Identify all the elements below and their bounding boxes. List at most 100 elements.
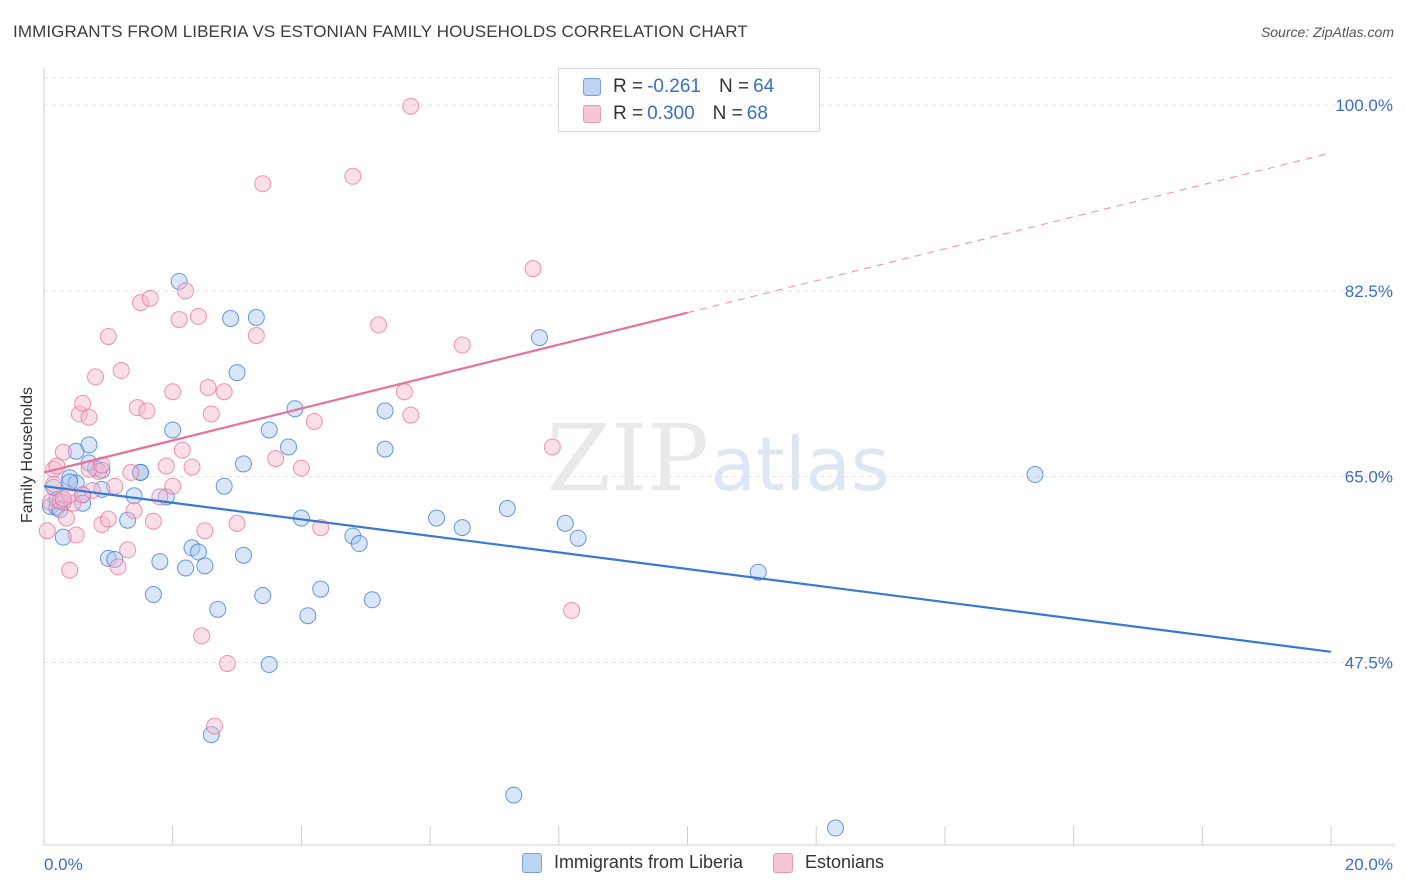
watermark-atlas: atlas [711,422,890,508]
legend-label-liberia: Immigrants from Liberia [553,852,743,872]
estonians-point [228,514,246,532]
estonians-point [67,526,85,544]
estonians-point [193,627,211,645]
legend-swatch-pink [583,105,601,123]
legend-swatch-blue [583,78,601,96]
legend-item-liberia[interactable]: Immigrants from Liberia [521,852,743,873]
legend-n-label: N = [718,76,750,97]
trend-line-liberia [43,485,1332,653]
estonians-point [199,379,217,397]
axes [43,68,1395,846]
estonians-point [80,408,98,426]
liberia-point [827,819,845,837]
estonians-point [86,368,104,386]
estonians-point [109,558,127,576]
legend-row-estonians: R = 0.300 N = 68 [583,102,768,126]
liberia-point [299,607,317,625]
legend-r-value: -0.261 [647,76,701,97]
estonians-point [177,282,195,300]
estonians-point [132,294,150,312]
liberia-point [41,497,59,515]
estonians-point [215,383,233,401]
legend-n-value: 64 [753,76,775,97]
liberia-point [312,580,330,598]
estonians-point [543,438,561,456]
y-tick-label: 65.0% [1345,468,1393,487]
estonians-point [54,443,72,461]
liberia-point [376,440,394,458]
liberia-point [144,585,162,603]
estonians-point [344,167,362,185]
estonians-point [305,412,323,430]
liberia-point [222,310,240,328]
liberia-point [453,519,471,537]
estonians-point [524,260,542,278]
liberia-point [177,559,195,577]
y-tick-label: 47.5% [1345,653,1393,672]
liberia-point [209,600,227,618]
series-estonians-points [38,97,581,735]
trend-line-estonians-extrapolated [687,152,1332,314]
liberia-point [505,786,523,804]
legend-n-value: 68 [746,103,768,124]
estonians-point [119,541,137,559]
estonians-point [563,601,581,619]
estonians-point [64,494,82,512]
liberia-point [54,528,72,546]
legend-r-label: R = [613,76,644,97]
estonians-point [312,519,330,537]
estonians-point [54,490,72,508]
legend-swatch-pink [773,852,793,873]
estonians-point [74,394,92,412]
liberia-point [498,500,516,518]
estonians-point [173,441,191,459]
estonians-point [61,561,79,579]
x-tick-label: 20.0% [1345,855,1393,874]
liberia-point [363,591,381,609]
estonians-point [164,477,182,495]
estonians-point [99,328,117,346]
liberia-point [151,553,169,571]
liberia-point [132,463,150,481]
y-tick-label: 82.5% [1345,282,1393,301]
legend-r-label: R = [613,103,644,124]
estonians-point [254,175,272,193]
liberia-point [376,402,394,420]
liberia-point [254,587,272,605]
liberia-point [530,329,548,347]
liberia-point [569,529,587,547]
x-ticks [43,826,1332,845]
estonians-point [189,307,207,325]
estonians-point [51,492,69,510]
estonians-point [70,405,88,423]
liberia-point [215,477,233,495]
liberia-point [350,535,368,553]
legend-row-liberia: R = -0.261 N = 64 [583,75,774,99]
liberia-point [260,656,278,674]
liberia-point [125,487,143,505]
trend-lines [43,152,1332,653]
liberia-point [556,514,574,532]
trend-line-estonians [43,311,688,474]
liberia-point [428,509,446,527]
estonians-point [218,654,236,672]
liberia-point [234,455,252,473]
legend-item-estonians[interactable]: Estonians [773,852,884,873]
liberia-point [749,563,767,581]
x-tick-label: 0.0% [44,855,83,874]
estonians-point [38,522,56,540]
liberia-point [99,549,117,567]
liberia-point [164,421,182,439]
estonians-point [370,316,388,334]
liberia-point [119,511,137,529]
liberia-point [202,726,220,744]
estonians-point [106,477,124,495]
estonians-point [247,326,265,344]
watermark: ZIP atlas [547,405,890,512]
y-tick-labels: 47.5% 65.0% 82.5% 100.0% [1335,96,1393,672]
estonians-point [206,717,224,735]
estonians-point [157,457,175,475]
estonians-point [45,475,63,493]
liberia-point [247,308,265,326]
